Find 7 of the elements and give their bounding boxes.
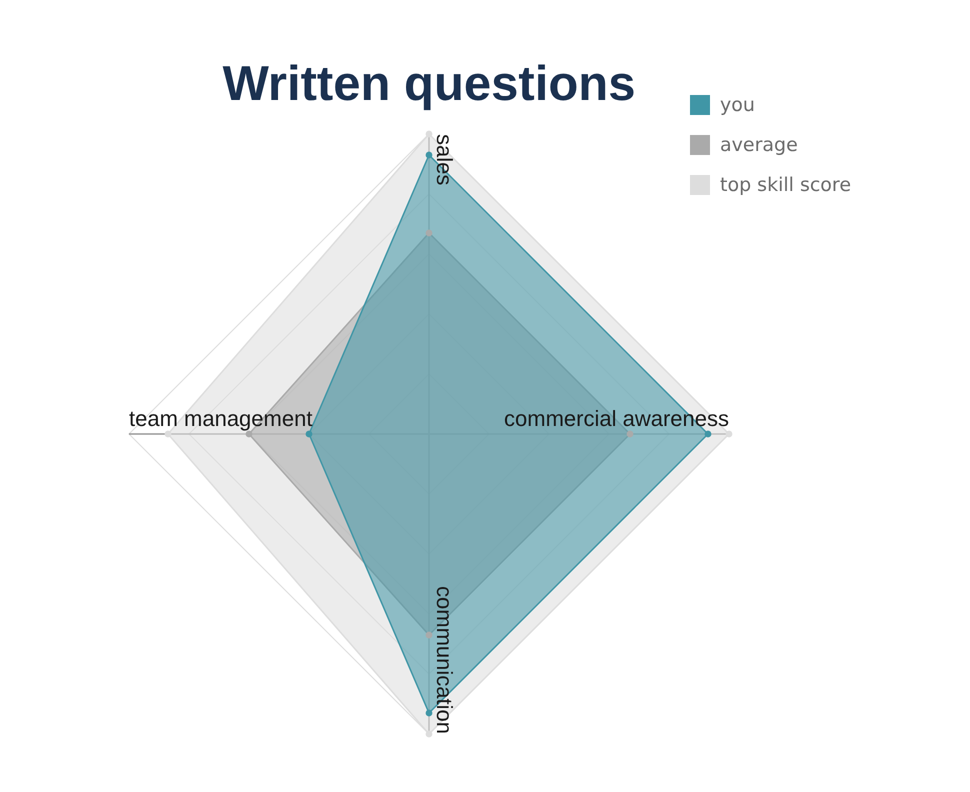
spoke-label: communication bbox=[432, 586, 457, 734]
spoke-label: team management bbox=[129, 406, 312, 431]
legend-label: average bbox=[720, 134, 798, 156]
chart-title: Written questions bbox=[222, 57, 636, 111]
legend-label: top skill score bbox=[720, 174, 852, 196]
spoke-label: sales bbox=[432, 134, 457, 186]
legend-label: you bbox=[720, 94, 755, 116]
